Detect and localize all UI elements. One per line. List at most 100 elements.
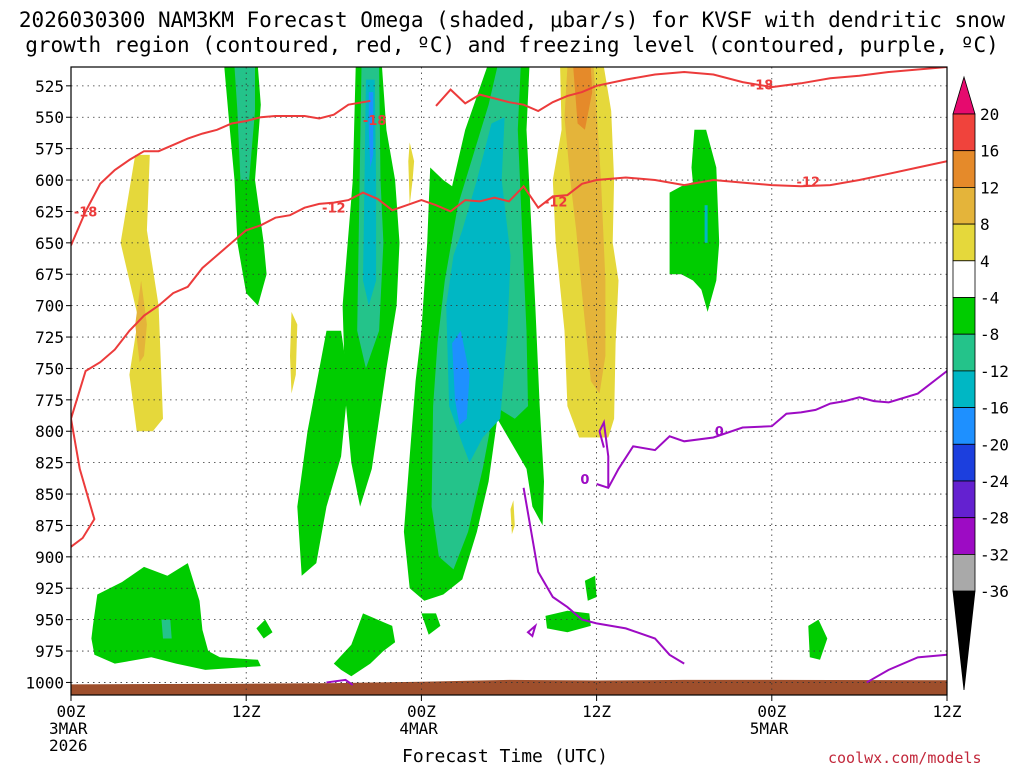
y-axis-tick-label: 650 xyxy=(35,234,64,253)
omega-shade-region xyxy=(297,330,349,576)
colorbar-tick-label: -16 xyxy=(980,399,1009,418)
omega-shade-region xyxy=(161,619,172,639)
omega-shade-region xyxy=(368,92,374,168)
x-axis-tick-label: 2026 xyxy=(49,736,88,755)
y-axis-tick-label: 575 xyxy=(35,140,64,159)
omega-shade-region xyxy=(564,67,606,394)
omega-shade-region xyxy=(333,613,396,677)
y-axis-tick-label: 600 xyxy=(35,171,64,190)
colorbar-bin xyxy=(952,554,976,592)
colorbar-tick-label: -12 xyxy=(980,362,1009,381)
colorbar-bin xyxy=(952,186,976,225)
colorbar-tick-label: -32 xyxy=(980,545,1009,564)
colorbar-bin xyxy=(952,443,976,482)
x-axis-tick-label: 12Z xyxy=(933,702,962,721)
x-axis-tick-label: 00Z xyxy=(57,702,86,721)
colorbar-tick-label: -4 xyxy=(980,289,999,308)
y-axis-tick-label: 925 xyxy=(35,579,64,598)
omega-shade-region xyxy=(584,575,597,601)
plot-frame xyxy=(70,66,948,696)
colorbar-bin xyxy=(952,407,976,445)
y-axis-tick-label: 725 xyxy=(35,328,64,347)
y-axis-tick-label: 675 xyxy=(35,265,64,284)
y-axis-tick-label: 625 xyxy=(35,202,64,221)
y-axis-tick-label: 875 xyxy=(35,516,64,535)
omega-shade-region xyxy=(234,67,255,180)
colorbar-bin xyxy=(952,113,976,152)
omega-shade-region xyxy=(408,142,415,206)
omega-shade-region xyxy=(704,205,708,243)
omega-shade-region xyxy=(573,67,593,130)
dgz-contour-label: -12 xyxy=(544,195,568,210)
y-axis-tick-label: 950 xyxy=(35,611,64,630)
plot-area: -18 -18 -18 -12 -12 -12 0 0 xyxy=(71,67,947,695)
y-axis-tick-label: 525 xyxy=(35,77,64,96)
colorbar-bin xyxy=(952,517,976,555)
x-axis-tick-label: 12Z xyxy=(232,702,261,721)
colorbar-tick-label: -28 xyxy=(980,509,1009,528)
omega-shade-region xyxy=(91,563,261,670)
y-axis-tick-label: 825 xyxy=(35,454,64,473)
colorbar-bin xyxy=(952,223,976,262)
colorbar-tick-label: 4 xyxy=(980,252,990,271)
y-axis-tick-label: 775 xyxy=(35,391,64,410)
colorbar-triangle-top xyxy=(952,75,976,115)
x-axis-tick-label: 5MAR xyxy=(750,719,789,738)
omega-shade-region xyxy=(452,330,470,425)
x-axis-tick-label: 00Z xyxy=(757,702,786,721)
freezing-level-contour-line xyxy=(526,622,538,638)
colorbar-tick-label: 12 xyxy=(980,178,999,197)
y-axis-tick-label: 850 xyxy=(35,485,64,504)
omega-shade-region xyxy=(290,311,298,394)
chart-title-line-1: 2026030300 NAM3KM Forecast Omega (shaded… xyxy=(18,8,1006,32)
y-axis-tick-label: 975 xyxy=(35,642,64,661)
freezing-level-contour-line xyxy=(326,678,354,686)
x-axis-tick-label: 12Z xyxy=(582,702,611,721)
dgz-contour-label: -12 xyxy=(797,175,821,190)
colorbar-triangle-bottom xyxy=(952,590,976,691)
y-axis-tick-label: 800 xyxy=(35,422,64,441)
freezing-level-contour-label: 0 xyxy=(580,473,589,488)
x-axis-label: Forecast Time (UTC) xyxy=(402,746,608,767)
y-axis-tick-label: 550 xyxy=(35,108,64,127)
colorbar-tick-label: 8 xyxy=(980,215,990,234)
freezing-level-contour-line xyxy=(866,653,947,684)
x-axis-tick-label: 4MAR xyxy=(399,719,438,738)
dgz-contour-label: -18 xyxy=(750,79,774,94)
colorbar-tick-label: -8 xyxy=(980,325,999,344)
credit-text: coolwx.com/models xyxy=(828,749,982,767)
omega-shade-region xyxy=(808,619,828,660)
colorbar-tick-label: -36 xyxy=(980,582,1009,601)
dgz-contour-minus18-line xyxy=(71,99,371,246)
freezing-level-contour-line xyxy=(598,419,610,488)
dgz-contour-minus18-line xyxy=(71,418,96,548)
omega-shade-region xyxy=(135,280,147,363)
freezing-level-contour-line xyxy=(596,370,947,490)
omega-shade-region xyxy=(545,610,591,633)
omega-shade-region xyxy=(510,500,515,535)
freezing-level-contour-line xyxy=(522,487,685,665)
dgz-contour-label: -12 xyxy=(322,202,346,217)
colorbar-tick-label: -20 xyxy=(980,435,1009,454)
y-axis-tick-label: 700 xyxy=(35,297,64,316)
colorbar-tick-label: -24 xyxy=(980,472,1009,491)
y-axis-tick-label: 750 xyxy=(35,359,64,378)
dgz-contour-label: -18 xyxy=(74,205,98,220)
colorbar-bin xyxy=(952,150,976,188)
dgz-contour-minus18-line xyxy=(435,67,947,113)
chart-title-line-2: growth region (contoured, red, ºC) and f… xyxy=(25,33,999,57)
y-axis-tick-label: 900 xyxy=(35,548,64,567)
x-axis-tick-label: 3MAR xyxy=(49,719,88,738)
colorbar-bin xyxy=(952,370,976,408)
x-axis-tick-label: 00Z xyxy=(407,702,436,721)
freezing-level-contour-label: 0 xyxy=(715,425,724,440)
colorbar-bin xyxy=(952,333,976,372)
dgz-contour-label: -18 xyxy=(363,114,387,129)
terrain-band xyxy=(71,679,947,695)
colorbar-bin xyxy=(952,480,976,519)
colorbar-tick-label: 20 xyxy=(980,105,999,124)
omega-shade-region xyxy=(421,613,441,635)
colorbar-bin xyxy=(952,297,976,335)
colorbar-bin xyxy=(952,260,976,298)
